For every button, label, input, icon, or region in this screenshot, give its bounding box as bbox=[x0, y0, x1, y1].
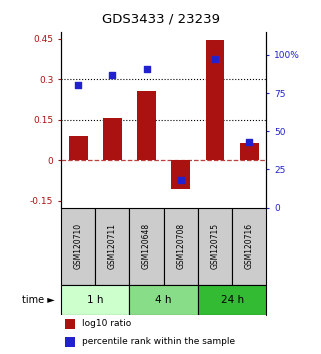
Bar bbox=[129, 208, 164, 285]
Text: log10 ratio: log10 ratio bbox=[82, 319, 131, 328]
Bar bbox=[232, 208, 266, 285]
Text: GSM120711: GSM120711 bbox=[108, 223, 117, 269]
Point bbox=[213, 57, 218, 62]
Text: percentile rank within the sample: percentile rank within the sample bbox=[82, 337, 235, 346]
Text: GSM120710: GSM120710 bbox=[74, 223, 82, 269]
Bar bbox=[61, 285, 129, 315]
Point bbox=[75, 82, 81, 88]
Bar bbox=[95, 208, 129, 285]
Text: GDS3433 / 23239: GDS3433 / 23239 bbox=[101, 12, 220, 25]
Text: GSM120715: GSM120715 bbox=[211, 223, 220, 269]
Bar bbox=[129, 285, 198, 315]
Text: GSM120708: GSM120708 bbox=[176, 223, 185, 269]
Bar bbox=[240, 143, 259, 160]
Bar bbox=[198, 285, 266, 315]
Text: 24 h: 24 h bbox=[221, 295, 244, 305]
Text: GSM120648: GSM120648 bbox=[142, 223, 151, 269]
Bar bbox=[198, 208, 232, 285]
Bar bbox=[65, 337, 75, 347]
Point bbox=[178, 177, 183, 183]
Bar bbox=[137, 91, 156, 160]
Bar bbox=[69, 136, 88, 160]
Text: 1 h: 1 h bbox=[87, 295, 103, 305]
Point bbox=[144, 66, 149, 72]
Text: 4 h: 4 h bbox=[155, 295, 172, 305]
Bar bbox=[61, 208, 95, 285]
Text: time ►: time ► bbox=[22, 295, 55, 305]
Point bbox=[110, 72, 115, 78]
Bar bbox=[103, 118, 122, 160]
Bar bbox=[171, 160, 190, 189]
Bar bbox=[65, 319, 75, 329]
Text: GSM120716: GSM120716 bbox=[245, 223, 254, 269]
Bar bbox=[164, 208, 198, 285]
Bar bbox=[206, 40, 224, 160]
Point bbox=[247, 139, 252, 145]
